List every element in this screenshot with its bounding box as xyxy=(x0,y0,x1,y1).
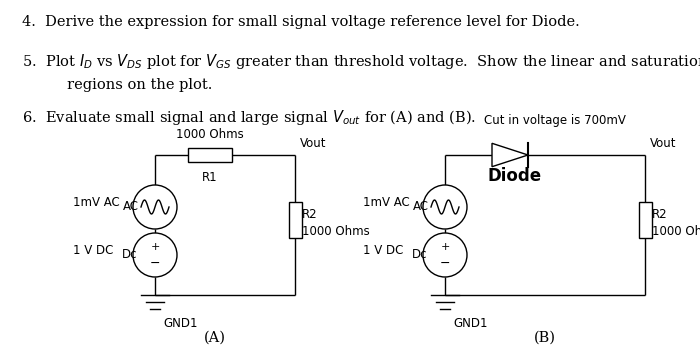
Text: 1 V DC: 1 V DC xyxy=(73,243,113,256)
Text: 1000 Ohms: 1000 Ohms xyxy=(652,225,700,238)
Text: 1mV AC: 1mV AC xyxy=(363,195,410,208)
Text: 5.  Plot $I_D$ vs $V_{DS}$ plot for $V_{GS}$ greater than threshold voltage.  Sh: 5. Plot $I_D$ vs $V_{DS}$ plot for $V_{G… xyxy=(22,52,700,71)
Circle shape xyxy=(133,185,177,229)
Text: Dc: Dc xyxy=(412,248,428,261)
Text: Vout: Vout xyxy=(650,137,676,150)
Text: R2: R2 xyxy=(652,208,668,221)
Text: (A): (A) xyxy=(204,331,226,345)
Text: R2: R2 xyxy=(302,208,318,221)
Text: AC: AC xyxy=(123,200,139,213)
Text: (B): (B) xyxy=(534,331,556,345)
Text: −: − xyxy=(440,256,450,270)
Bar xyxy=(188,148,232,162)
Text: 1 V DC: 1 V DC xyxy=(363,243,403,256)
Text: 1000 Ohms: 1000 Ohms xyxy=(302,225,370,238)
Text: 4.  Derive the expression for small signal voltage reference level for Diode.: 4. Derive the expression for small signa… xyxy=(22,15,580,29)
Text: R1: R1 xyxy=(202,171,218,184)
Circle shape xyxy=(423,185,467,229)
Text: +: + xyxy=(440,242,449,252)
Text: AC: AC xyxy=(413,200,429,213)
Text: Vout: Vout xyxy=(300,137,326,150)
Text: 1000 Ohms: 1000 Ohms xyxy=(176,128,244,141)
Bar xyxy=(638,202,652,238)
Text: 6.  Evaluate small signal and large signal $V_{out}$ for (A) and (B).: 6. Evaluate small signal and large signa… xyxy=(22,108,476,127)
Text: regions on the plot.: regions on the plot. xyxy=(44,78,212,92)
Circle shape xyxy=(133,233,177,277)
Text: −: − xyxy=(150,256,160,270)
Text: Diode: Diode xyxy=(488,167,542,185)
Circle shape xyxy=(423,233,467,277)
Text: Dc: Dc xyxy=(122,248,137,261)
Bar xyxy=(288,202,302,238)
Text: +: + xyxy=(150,242,160,252)
Text: GND1: GND1 xyxy=(163,317,197,330)
Text: GND1: GND1 xyxy=(453,317,487,330)
Polygon shape xyxy=(492,143,528,167)
Text: Cut in voltage is 700mV: Cut in voltage is 700mV xyxy=(484,114,626,127)
Text: 1mV AC: 1mV AC xyxy=(73,195,120,208)
